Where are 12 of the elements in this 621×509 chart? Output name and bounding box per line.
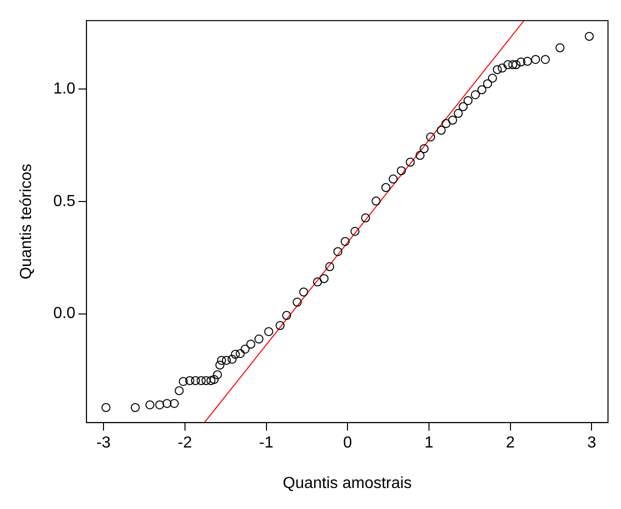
x-tick-label: -2 xyxy=(178,434,192,452)
y-tick-label: 0.5 xyxy=(53,192,76,210)
y-tick-label: 1.0 xyxy=(53,80,76,98)
y-axis-title: Quantis teóricos xyxy=(18,164,36,280)
x-tick-label: 2 xyxy=(506,434,515,452)
y-tick-label: 0.0 xyxy=(53,305,76,322)
x-tick-label: 1 xyxy=(424,434,434,452)
x-tick-label: 0 xyxy=(343,434,352,452)
x-axis-title: Quantis amostrais xyxy=(282,474,412,492)
x-tick-label: -3 xyxy=(96,434,111,452)
x-tick-label: -1 xyxy=(259,434,274,452)
x-tick-label: 3 xyxy=(587,434,596,452)
